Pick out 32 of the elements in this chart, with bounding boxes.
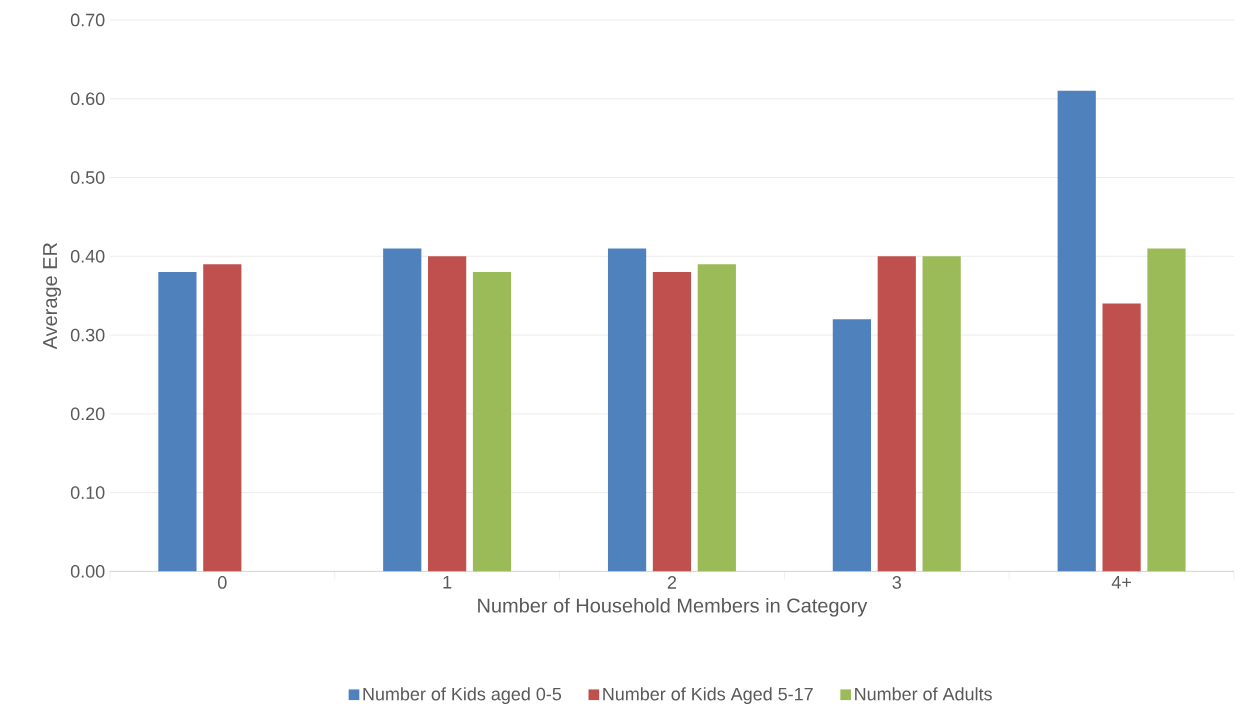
y-axis-title: Average ER xyxy=(43,242,62,350)
bar xyxy=(607,248,647,572)
bar xyxy=(383,248,422,572)
y-tick-label: 0.00 xyxy=(70,564,105,578)
y-tick-label: 0.40 xyxy=(70,249,105,263)
bar xyxy=(877,256,916,572)
y-tick-label: 0.10 xyxy=(70,486,105,499)
legend-label: Number of Kids Aged 5-17 xyxy=(603,687,813,704)
bar xyxy=(203,264,242,572)
bar xyxy=(922,256,961,572)
legend-label: Number of Kids aged 0-5 xyxy=(363,687,562,704)
y-tick-label: 0.70 xyxy=(70,13,105,27)
x-tick-label: 0 xyxy=(218,575,227,589)
bar xyxy=(832,319,871,572)
y-tick-label: 0.50 xyxy=(70,171,105,184)
y-tick-label: 0.30 xyxy=(70,328,105,342)
bar xyxy=(428,256,467,572)
bar xyxy=(1102,303,1141,572)
y-tick-label: 0.20 xyxy=(70,407,105,421)
bar xyxy=(697,264,736,572)
x-tick-label: 1 xyxy=(443,575,452,589)
bar xyxy=(1057,90,1096,572)
x-axis-title: Number of Household Members in Category xyxy=(478,597,868,617)
x-tick-label: 4+ xyxy=(1111,575,1131,589)
bar xyxy=(1147,248,1186,572)
bar xyxy=(652,271,692,572)
x-tick-label: 3 xyxy=(892,575,901,589)
legend-label: Number of Adults xyxy=(855,687,992,701)
bar xyxy=(472,271,512,572)
bar xyxy=(158,271,197,572)
x-tick-label: 2 xyxy=(667,575,677,589)
y-tick-label: 0.60 xyxy=(70,92,105,105)
